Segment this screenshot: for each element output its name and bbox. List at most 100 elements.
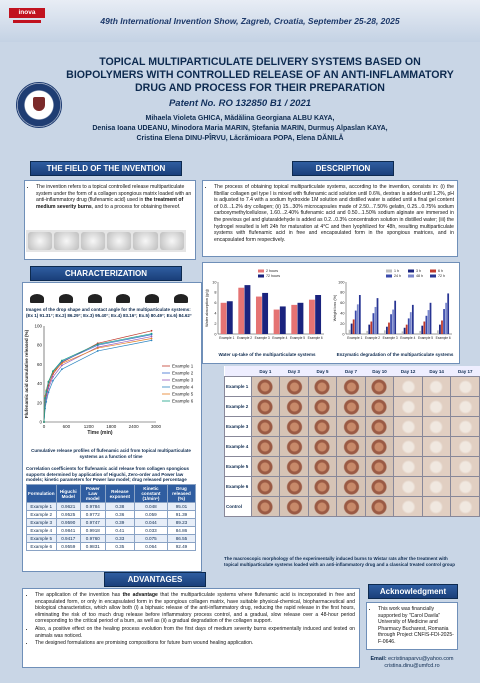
legend-swatch (258, 274, 264, 278)
wound-photo (279, 396, 309, 417)
bar (392, 309, 394, 334)
bar (226, 301, 233, 334)
series-line (43, 340, 152, 423)
bar (354, 310, 357, 334)
email-link[interactable]: ecristinaparvu@yahoo.com (388, 656, 454, 662)
bar (409, 312, 412, 334)
y-tick-label: 40 (340, 312, 344, 316)
wound-photo (250, 496, 281, 517)
bar (297, 302, 304, 334)
table-cell: 92.49 (166, 542, 197, 551)
table-cell: 0.044 (133, 518, 168, 527)
email-link[interactable]: cristina.dinu@umfcd.ro (384, 663, 440, 669)
y-tick-label: 80 (37, 343, 43, 348)
advantage-item: Also, a positive effect on the healing p… (35, 626, 355, 639)
corner-cell (224, 366, 252, 377)
legend-swatch (430, 274, 436, 278)
authors-line: Cristina Elena DINU-PÎRVU, Lăcrămioara P… (136, 135, 344, 142)
acknowledgment-text: This work was financially supported by "… (378, 606, 454, 646)
x-tick-label: Example 3 (255, 336, 270, 340)
y-tick-label: 6 (214, 301, 216, 305)
bar (407, 318, 410, 334)
bar (370, 321, 373, 334)
x-tick-label: Example 1 (219, 336, 234, 340)
legend-swatch (408, 269, 414, 273)
kinetics-table: Formulation Higuchi Model Power Law model R… (26, 484, 197, 551)
bar (421, 325, 424, 334)
table-cell: 0.36 (104, 510, 135, 519)
x-tick-label: Example 2 (237, 336, 252, 340)
table-cell: 0.9772 (79, 510, 106, 519)
data-point (150, 332, 153, 335)
bar (405, 324, 408, 334)
wound-photo (421, 456, 452, 477)
legend-label: Example 1 (172, 364, 194, 369)
wound-photo (307, 376, 338, 397)
poster-title: TOPICAL MULTIPARTICULATE DELIVERY SYSTEM… (66, 56, 454, 94)
data-point (96, 350, 99, 352)
table-row: Example 6 0.9559 0.9831 0.35 0.064 92.49 (26, 542, 197, 551)
table-row: Example 1 (224, 376, 480, 397)
table-cell: Example 6 (26, 542, 57, 551)
wound-photo (450, 496, 480, 517)
x-tick-label: Example 4 (272, 336, 287, 340)
data-point (150, 339, 153, 342)
wound-photo (450, 396, 480, 417)
data-point (45, 400, 48, 403)
table-cell: 0.048 (133, 502, 168, 511)
bar (372, 313, 375, 334)
legend-label: Example 2 (172, 371, 194, 376)
day-header: Day 17 (450, 366, 480, 377)
acknowledgment-panel: This work was financially supported by "… (366, 602, 458, 650)
day-header: Day 3 (279, 366, 309, 377)
water-caption: Water up-take of the multiparticulate sy… (218, 352, 316, 357)
wound-photo (364, 456, 395, 477)
legend-label: 6 h (438, 269, 443, 273)
bar (423, 321, 426, 334)
wound-photo (421, 476, 452, 497)
bar (439, 324, 441, 334)
table-cell: 0.9760 (79, 534, 106, 543)
table-cell: 86.55 (166, 534, 197, 543)
day-header: Day 1 (251, 366, 280, 377)
y-axis-label: Water absorption (g/g) (205, 288, 209, 326)
bar (388, 322, 390, 334)
wound-photo (336, 456, 366, 477)
macroscopic-morphology-table: Day 1 Day 3 Day 5 Day 7 Day 10 Day 12 Day 14 Da… (224, 366, 480, 517)
legend-label: 1 h (394, 269, 399, 273)
drops-caption: Images of the drop shape and contact ang… (26, 307, 192, 318)
legend-label: 3 h (416, 269, 421, 273)
table-cell: Example 3 (26, 518, 57, 527)
wound-photo (336, 376, 366, 397)
column-header: Power Law model (79, 484, 106, 503)
bar (429, 302, 432, 334)
bar (394, 300, 397, 334)
show-title: 49th International Invention Show, Zagre… (100, 16, 400, 26)
advantages-panel: The application of the invention has the… (22, 588, 360, 668)
table-row: Example 3 (224, 416, 480, 437)
data-point (150, 329, 153, 332)
wound-photo (364, 476, 395, 497)
table-cell: 0.9831 (79, 542, 106, 551)
bar (356, 304, 359, 334)
x-tick-label: Example 5 (418, 336, 433, 340)
university-emblem-icon (16, 82, 62, 128)
wound-photo (364, 396, 395, 417)
day-header: Day 12 (393, 366, 423, 377)
table-row: Example 2 (224, 396, 480, 417)
x-tick-label: Example 6 (436, 336, 451, 340)
column-header: Higuchi Model (55, 484, 81, 503)
wound-photo (421, 376, 452, 397)
x-tick-label: Example 2 (365, 336, 380, 340)
column-header: Drug released (%) (166, 484, 197, 503)
table-cell: 84.86 (166, 526, 197, 535)
wound-photo (393, 376, 423, 397)
authors-line: Denisa Ioana UDEANU, Minodora Maria MARI… (92, 125, 388, 132)
wound-photo (421, 436, 452, 457)
wound-photo (250, 396, 281, 417)
table-cell: 0.9525 (55, 510, 81, 519)
x-tick-label: Example 6 (308, 336, 323, 340)
wound-photo (250, 456, 281, 477)
column-header: Formulation (26, 484, 57, 503)
macro-caption: The macroscopic morphology of the experi… (224, 556, 456, 567)
